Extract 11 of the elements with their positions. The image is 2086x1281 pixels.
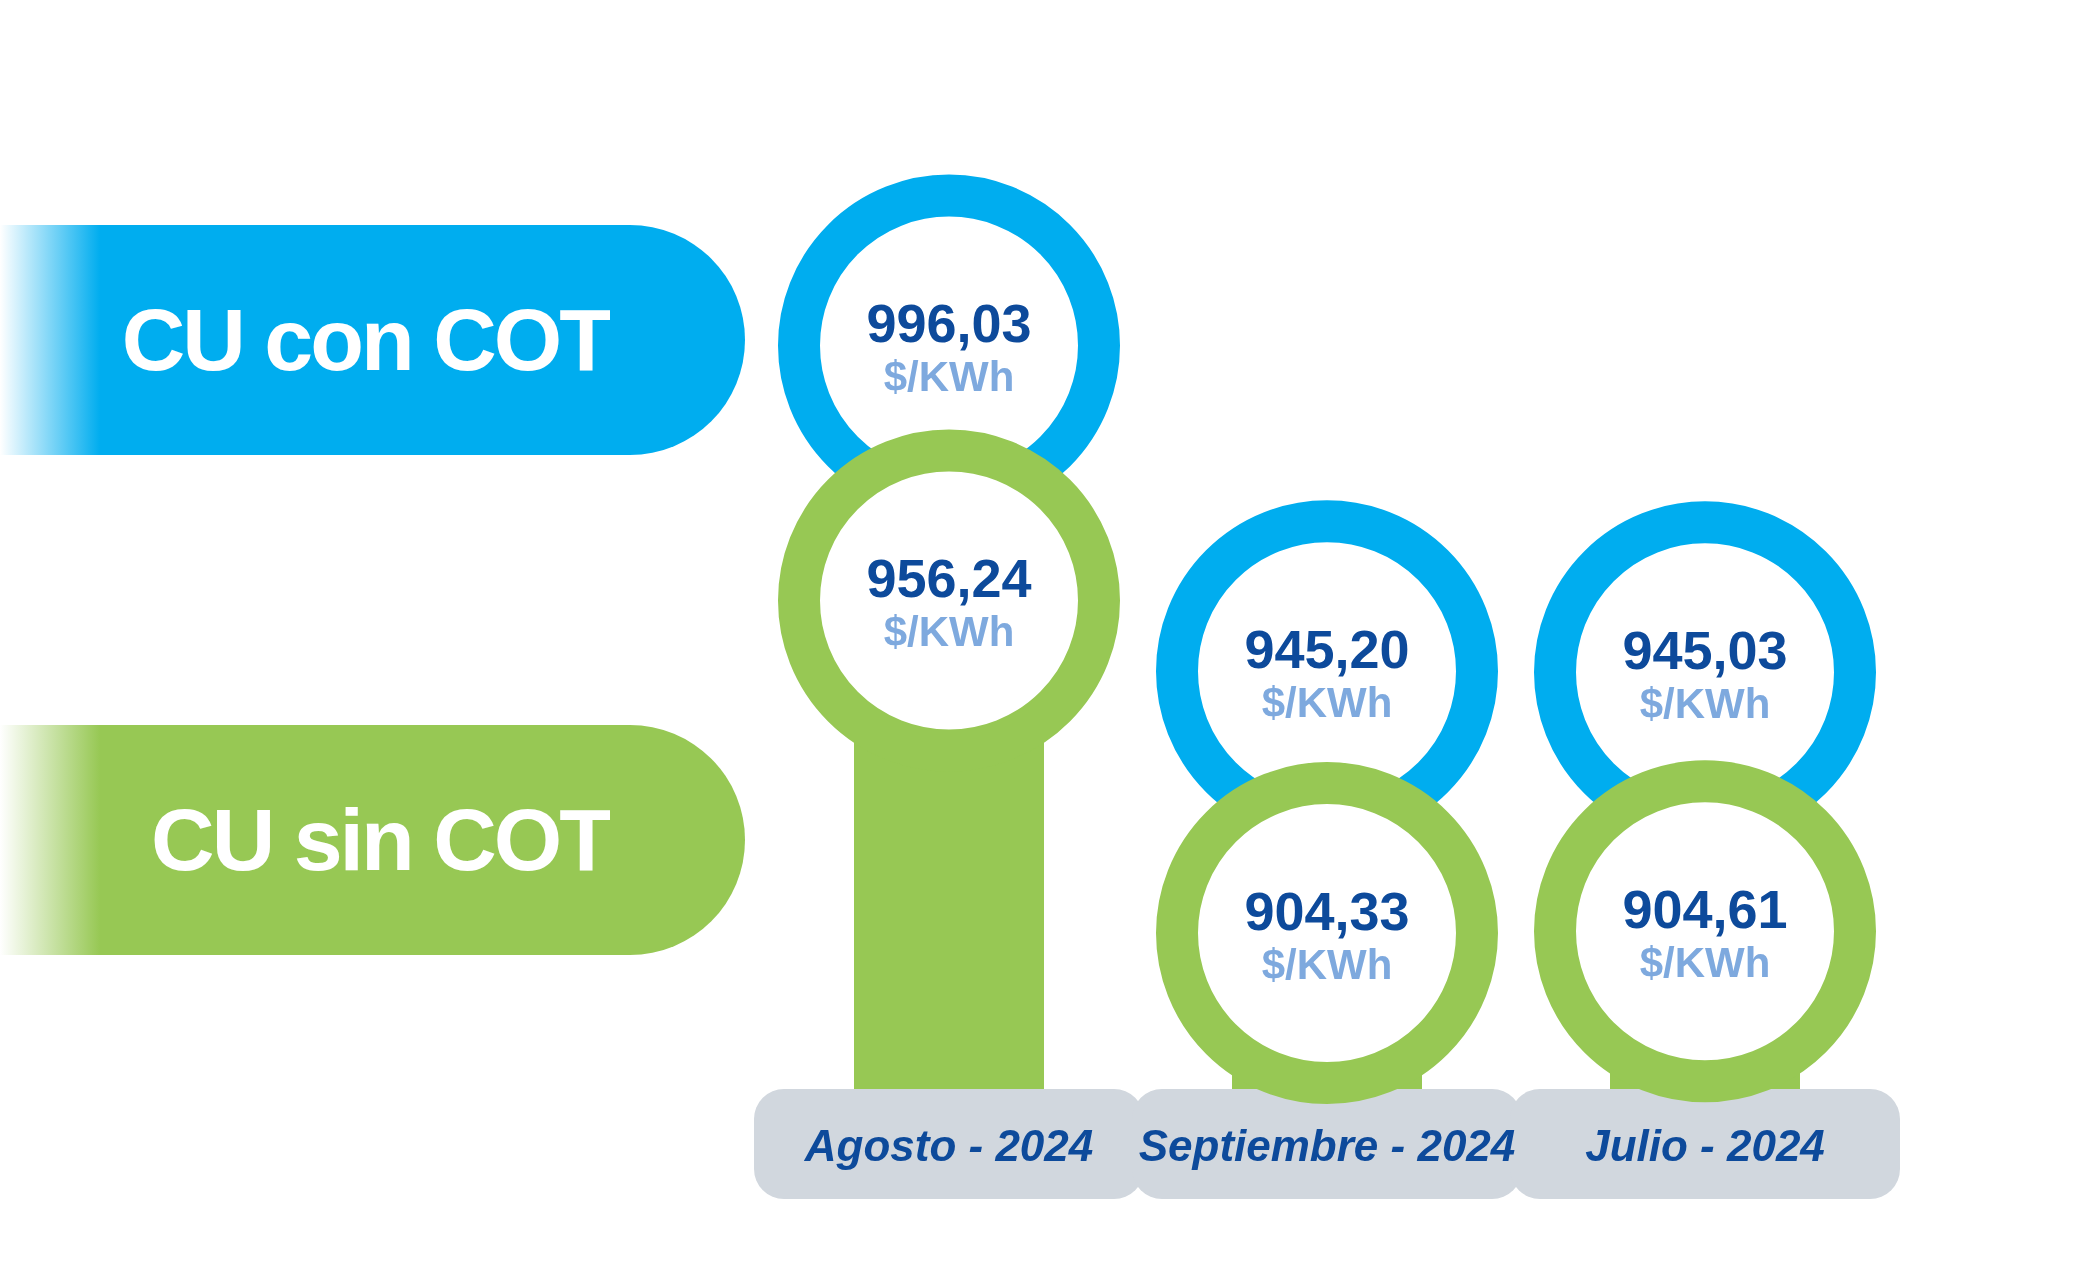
text: CU sin COT xyxy=(100,725,610,955)
text: CU con COT xyxy=(100,225,610,455)
data-label: 904,61 $/KWh xyxy=(1622,879,1788,986)
data-label: 945,03 $/KWh xyxy=(1622,620,1788,727)
data-label: 904,33 $/KWh xyxy=(1244,881,1410,988)
x-tick-label: Julio - 2024 xyxy=(1585,1120,1825,1170)
x-tick-label: Septiembre - 2024 xyxy=(1138,1120,1516,1170)
x-tick-label: Agosto - 2024 xyxy=(803,1120,1094,1170)
data-label: 956,24 $/KWh xyxy=(866,548,1032,656)
data-label: 996,03 $/KWh xyxy=(866,293,1032,401)
data-label: 945,20 $/KWh xyxy=(1244,619,1410,726)
